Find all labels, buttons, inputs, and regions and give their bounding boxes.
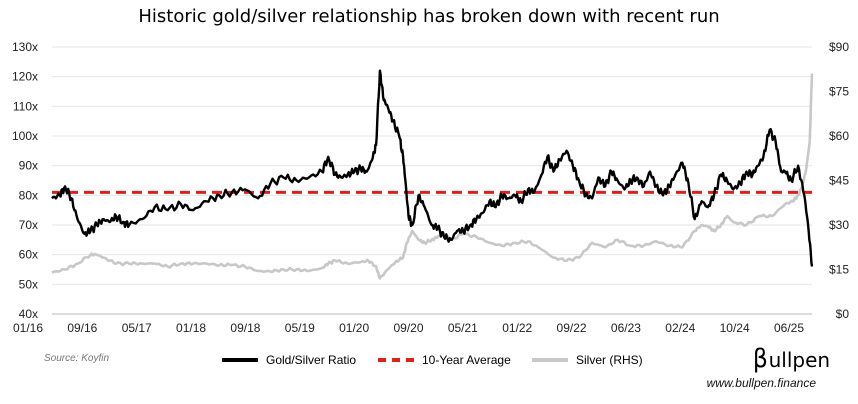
- legend-label: Silver (RHS): [576, 353, 643, 367]
- legend-swatch-solid-black: [222, 358, 258, 362]
- right-y-axis: $0 $15 $30 $45 $60 $75 $90: [829, 40, 849, 321]
- x-tick-label: 09/20: [393, 321, 423, 335]
- x-tick-label: 09/16: [67, 321, 97, 335]
- y-left-tick-label: 50x: [19, 277, 38, 291]
- y-left-tick-label: 90x: [19, 159, 38, 173]
- legend-swatch-dashed-red: [378, 358, 414, 362]
- x-tick-label: 09/22: [557, 321, 587, 335]
- y-left-tick-label: 100x: [12, 129, 38, 143]
- y-left-tick-label: 120x: [12, 70, 38, 84]
- left-y-axis: 40x 50x 60x 70x 80x 90x 100x 110x 120x 130x: [12, 40, 38, 321]
- y-right-tick-label: $0: [836, 307, 850, 321]
- y-left-tick-label: 40x: [19, 307, 38, 321]
- y-right-tick-label: $60: [829, 129, 849, 143]
- legend-label: 10-Year Average: [422, 353, 511, 367]
- y-right-tick-label: $15: [829, 263, 849, 277]
- legend-label: Gold/Silver Ratio: [266, 353, 357, 367]
- legend-item-10-year-average: 10-Year Average: [378, 353, 511, 367]
- x-tick-label: 05/21: [448, 321, 478, 335]
- legend-item-gold-silver-ratio: Gold/Silver Ratio: [222, 353, 356, 367]
- x-tick-label: 02/24: [665, 321, 695, 335]
- bullpen-logo: βullpen: [752, 344, 830, 374]
- chart-title: Historic gold/silver relationship has br…: [138, 6, 720, 27]
- gold-silver-ratio-line: [51, 69, 814, 267]
- y-left-tick-label: 60x: [19, 248, 38, 262]
- x-tick-label: 05/19: [285, 321, 315, 335]
- y-right-tick-label: $75: [829, 85, 849, 99]
- silver-price-line: [51, 73, 814, 280]
- legend-item-silver: Silver (RHS): [532, 353, 643, 367]
- website-link[interactable]: www.bullpen.finance: [706, 376, 816, 390]
- logo-wordmark: ullpen: [768, 348, 831, 372]
- y-left-tick-label: 110x: [13, 99, 38, 113]
- y-left-tick-label: 80x: [19, 188, 38, 202]
- x-tick-label: 01/16: [13, 321, 43, 335]
- gridlines: [52, 46, 812, 285]
- x-tick-label: 06/25: [774, 321, 804, 335]
- x-tick-label: 09/18: [230, 321, 260, 335]
- y-right-tick-label: $90: [829, 40, 849, 54]
- source-note: Source: Koyfin: [44, 353, 110, 364]
- y-right-tick-label: $45: [829, 174, 849, 188]
- x-tick-label: 01/18: [176, 321, 206, 335]
- x-tick-label: 01/20: [339, 321, 369, 335]
- logo-mark: β: [752, 344, 768, 374]
- x-tick-label: 06/23: [611, 321, 641, 335]
- x-tick-label: 05/17: [122, 321, 152, 335]
- y-left-tick-label: 70x: [19, 218, 38, 232]
- x-axis: 01/16 09/16 05/17 01/18 09/18 05/19 01/20 09/20…: [13, 321, 804, 335]
- y-right-tick-label: $30: [829, 218, 849, 232]
- y-left-tick-label: 130x: [12, 40, 38, 54]
- x-tick-label: 10/24: [720, 321, 750, 335]
- series-layer: [51, 69, 814, 280]
- legend-swatch-solid-grey: [532, 358, 568, 362]
- x-tick-label: 01/22: [502, 321, 532, 335]
